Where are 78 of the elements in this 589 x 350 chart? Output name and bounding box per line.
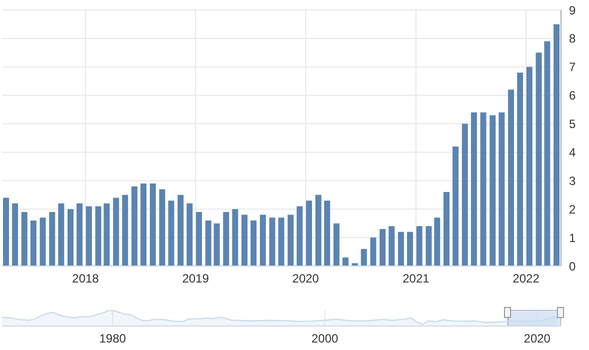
- bar: [150, 184, 156, 266]
- bar: [517, 72, 524, 266]
- bar: [288, 214, 294, 266]
- x-tick-label: 2020: [524, 332, 551, 346]
- bar: [113, 198, 120, 266]
- bar: [86, 206, 92, 266]
- bar: [58, 203, 64, 266]
- bar: [508, 90, 514, 266]
- bar: [205, 220, 212, 266]
- bar: [223, 212, 230, 266]
- bar: [554, 24, 560, 266]
- x-tick-label: 1980: [99, 332, 126, 346]
- bar: [40, 218, 46, 266]
- bar: [131, 186, 138, 266]
- bar: [426, 226, 432, 266]
- bar: [470, 112, 477, 266]
- bar: [122, 194, 128, 266]
- bar: [416, 226, 422, 266]
- bar: [269, 218, 276, 266]
- bar: [140, 184, 146, 266]
- bar: [12, 203, 18, 266]
- bar: [68, 209, 74, 266]
- x-tick-label: 2019: [182, 272, 210, 286]
- bar: [3, 198, 9, 266]
- bar: [398, 232, 404, 266]
- bar: [306, 200, 312, 266]
- bar: [104, 203, 110, 266]
- bar: [159, 189, 166, 266]
- bar: [250, 220, 257, 266]
- y-tick-label: 5: [569, 117, 576, 132]
- y-tick-label: 0: [569, 259, 576, 274]
- bar: [544, 41, 550, 266]
- bar: [196, 212, 202, 266]
- x-tick-label: 2018: [72, 272, 100, 286]
- bar: [278, 218, 284, 266]
- bar: [380, 229, 386, 266]
- x-tick-label: 2022: [512, 272, 540, 286]
- y-tick-label: 2: [569, 202, 576, 216]
- bar: [260, 214, 266, 266]
- y-tick-label: 9: [569, 3, 576, 18]
- bar: [214, 223, 220, 266]
- bar: [480, 112, 486, 266]
- bar: [333, 223, 340, 266]
- bar: [407, 232, 414, 266]
- y-tick-label: 6: [569, 88, 576, 103]
- bar: [49, 212, 56, 266]
- y-tick-label: 4: [569, 145, 576, 160]
- bar: [434, 218, 440, 266]
- y-tick-label: 1: [569, 230, 576, 245]
- bar: [444, 192, 450, 266]
- bar: [296, 206, 303, 266]
- y-tick-label: 7: [569, 60, 576, 74]
- y-tick-label: 3: [569, 174, 576, 188]
- bar: [324, 200, 330, 266]
- bar: [490, 115, 496, 266]
- bar: [315, 194, 322, 266]
- x-tick-label: 2021: [402, 272, 430, 286]
- bar: [168, 200, 174, 266]
- bar: [342, 257, 348, 266]
- bar: [76, 203, 83, 266]
- bar: [526, 66, 532, 266]
- bar: [95, 206, 102, 266]
- y-tick-label: 8: [569, 32, 576, 46]
- bar: [178, 194, 184, 266]
- bar: [21, 212, 28, 266]
- bar: [452, 146, 459, 266]
- bar: [30, 220, 36, 266]
- bar: [536, 52, 542, 266]
- bar: [360, 248, 367, 266]
- bar: [498, 112, 505, 266]
- bar: [241, 214, 248, 266]
- bar: [186, 203, 193, 266]
- bar: [388, 226, 395, 266]
- x-tick-label: 2000: [312, 332, 339, 346]
- bar: [462, 124, 468, 266]
- bar: [370, 238, 376, 266]
- bar: [232, 209, 238, 266]
- x-tick-label: 2020: [292, 272, 320, 286]
